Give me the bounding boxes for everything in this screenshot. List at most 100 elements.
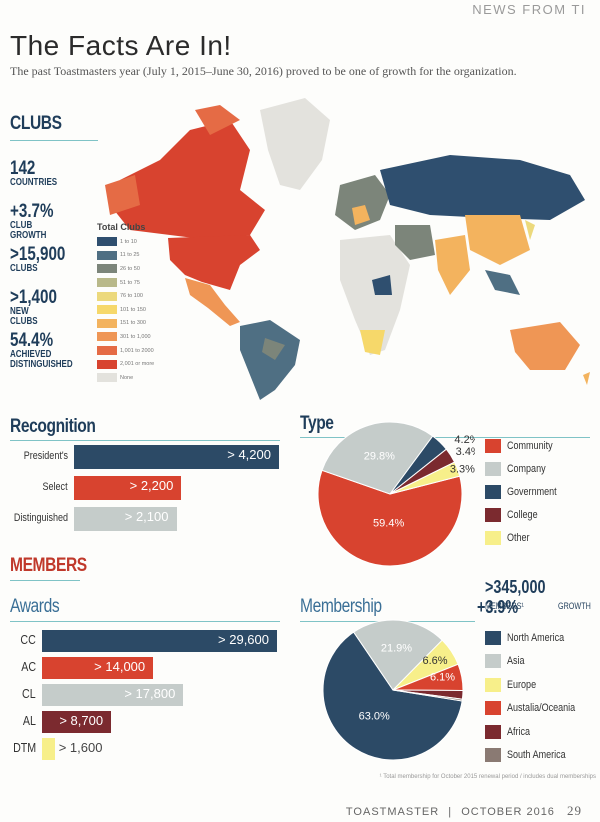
legend-title: Total Clubs [97, 222, 146, 232]
legend-swatch [97, 373, 117, 383]
map-east-africa [372, 275, 392, 295]
bar [42, 684, 184, 706]
pie-legend-swatch [485, 677, 501, 692]
stat-new-clubs: >1,400 NEW CLUBS [10, 287, 69, 327]
stat-label: COUNTRIES [10, 177, 58, 188]
members-totals: >345,000 +3.9% [477, 577, 600, 618]
stat-label: CLUB GROWTH [10, 220, 47, 241]
pie-legend-label: North America [507, 631, 565, 644]
map-australia [510, 322, 580, 370]
map-canada [110, 120, 265, 240]
bar-category-label: CL [22, 686, 36, 701]
section-tag: NEWS FROM TI [472, 2, 586, 17]
map-new-zealand [583, 372, 590, 385]
map-india [435, 235, 470, 295]
type-heading: Type [300, 413, 334, 434]
legend-item: 1,001 to 2000 [97, 344, 154, 358]
bar-value-label: > 1,600 [58, 740, 103, 755]
pie-legend-item: Europe [485, 673, 590, 697]
pie-legend-item: Austalia/Oceania [485, 697, 590, 721]
pie-legend-item: North America [485, 626, 590, 650]
legend-label: 51 to 75 [120, 279, 140, 286]
pie-value-label: 3.4% [456, 446, 475, 458]
map-greenland [260, 98, 330, 190]
legend-label: None [120, 374, 134, 381]
growth-label: GROWTH [558, 601, 591, 611]
legend-swatch [97, 346, 117, 356]
map-legend: Total Clubs 1 to 10 11 to 25 26 to 50 51 to… [97, 222, 154, 385]
bar-value-label: > 2,200 [129, 478, 174, 493]
membership-legend: North America Asia Europe Austalia/Oceania A… [485, 626, 590, 767]
bar-category-label: President's [23, 450, 68, 462]
map-japan [525, 220, 535, 240]
pie-legend-label: Africa [507, 725, 531, 738]
type-underline [300, 437, 590, 438]
legend-label: 151 to 300 [120, 320, 146, 327]
legend-swatch [97, 237, 117, 247]
legend-label: 2,001 or more [120, 361, 155, 368]
type-legend: Community Company Government College Other [485, 434, 568, 549]
footer-separator: | [448, 806, 453, 818]
footnote: ¹ Total membership for October 2015 rene… [379, 774, 596, 780]
stat-value: 142 [10, 158, 36, 179]
pie-legend-label: Asia [507, 655, 525, 668]
legend-swatch [97, 318, 117, 328]
legend-item: 26 to 50 [97, 262, 154, 276]
map-uk-region [352, 205, 370, 225]
pie-legend-item: Africa [485, 720, 590, 744]
pie-legend-item: Other [485, 526, 568, 549]
pie-value-label: 6.1% [430, 672, 455, 684]
legend-swatch [97, 278, 117, 288]
stat-label: ACHIEVED DISTINGUISHED [10, 349, 73, 370]
pie-legend-item: Company [485, 457, 568, 480]
legend-label: 76 to 100 [120, 293, 143, 300]
pie-slice [322, 631, 463, 760]
stat-distinguished: 54.4% ACHIEVED DISTINGUISHED [10, 330, 100, 370]
pie-slice [389, 461, 461, 495]
awards-heading: Awards [10, 596, 60, 617]
pie-value-label: 59.4% [373, 517, 404, 529]
pie-legend-swatch [485, 630, 501, 645]
pie-legend-item: Asia [485, 650, 590, 674]
legend-swatch [97, 291, 117, 301]
members-heading: MEMBERS [10, 555, 87, 576]
pie-value-label: 63.0% [359, 711, 390, 723]
legend-item: 101 to 150 [97, 303, 154, 317]
stat-value: 54.4% [10, 330, 54, 351]
map-se-asia [485, 270, 520, 295]
bar [42, 711, 112, 733]
legend-item: 151 to 300 [97, 317, 154, 331]
map-alaska [105, 175, 140, 215]
map-brazil-region [262, 338, 285, 360]
bar-value-label: > 4,200 [227, 447, 271, 462]
stat-clubs: >15,900 CLUBS [10, 245, 79, 274]
map-europe [335, 175, 390, 230]
awards-underline [10, 621, 280, 622]
stat-countries: 142 COUNTRIES [10, 158, 69, 188]
bar-value-label: > 17,800 [124, 686, 176, 701]
legend-swatch [97, 264, 117, 274]
legend-label: 26 to 50 [120, 265, 140, 272]
footer-magazine: TOASTMASTER [345, 806, 440, 818]
legend-item: 51 to 75 [97, 276, 154, 290]
members-total: >345,000 [485, 577, 546, 597]
recognition-underline [10, 440, 280, 441]
pie-legend-swatch [485, 654, 501, 669]
pie-legend-swatch [485, 724, 501, 739]
pie-legend-swatch [485, 530, 501, 545]
legend-label: 1 to 10 [120, 238, 137, 245]
legend-swatch [97, 305, 117, 315]
footer-issue: OCTOBER 2016 [461, 806, 555, 818]
bar-category-label: AC [21, 659, 36, 674]
pie-legend-label: Austalia/Oceania [507, 702, 576, 715]
legend-item: 2,001 or more [97, 357, 154, 371]
pie-legend-item: College [485, 503, 568, 526]
footer-page-number: 29 [567, 803, 582, 818]
map-usa [168, 235, 260, 290]
stat-club-growth: +3.7% CLUB GROWTH [10, 202, 64, 241]
stat-value: >1,400 [10, 287, 57, 308]
legend-swatch [97, 332, 117, 342]
pie-legend-item: Government [485, 480, 568, 503]
map-mexico [185, 278, 240, 326]
recognition-heading: Recognition [10, 416, 96, 437]
